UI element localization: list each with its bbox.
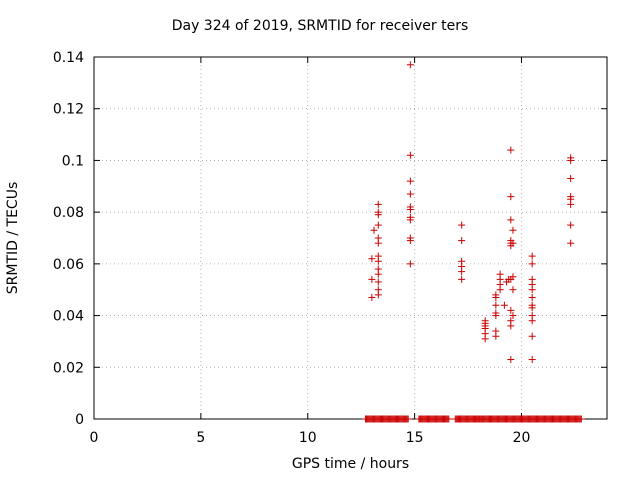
x-tick-label: 15 [406, 430, 424, 446]
data-point [458, 237, 466, 245]
data-point [507, 356, 515, 364]
data-point [374, 278, 382, 286]
x-tick-label: 10 [299, 430, 317, 446]
data-point [374, 221, 382, 229]
data-point [406, 206, 414, 214]
data-point [406, 190, 414, 198]
data-point [445, 415, 453, 423]
y-tick-label: 0.02 [53, 360, 84, 376]
data-point [492, 327, 500, 335]
data-point [374, 234, 382, 242]
data-point [528, 304, 536, 312]
data-point [368, 275, 376, 283]
data-point [528, 332, 536, 340]
data-point [406, 216, 414, 224]
data-point [370, 226, 378, 234]
x-axis-label: GPS time / hours [291, 456, 410, 472]
y-tick-label: 0.04 [53, 309, 84, 325]
y-tick-label: 0.08 [53, 205, 84, 221]
data-point [406, 151, 414, 159]
plot-frame [93, 56, 608, 420]
y-tick-label: 0.14 [53, 50, 84, 66]
data-point [567, 156, 575, 164]
data-point [406, 61, 414, 69]
data-point [509, 312, 517, 320]
data-point [567, 221, 575, 229]
data-point [509, 286, 517, 294]
data-point [567, 239, 575, 247]
data-point [528, 317, 536, 325]
data-point [528, 260, 536, 268]
data-point [528, 293, 536, 301]
data-point [481, 317, 489, 325]
data-point [406, 260, 414, 268]
data-point [507, 193, 515, 201]
data-point [492, 309, 500, 317]
data-point [507, 322, 515, 330]
data-point [509, 239, 517, 247]
x-tick-label: 0 [90, 430, 99, 446]
data-point [374, 208, 382, 216]
data-point [406, 177, 414, 185]
data-point [507, 306, 515, 314]
data-point [500, 301, 508, 309]
data-point [458, 275, 466, 283]
chart-title: Day 324 of 2019, SRMTID for receiver ter… [171, 18, 469, 34]
data-point [528, 252, 536, 260]
data-point [509, 273, 517, 281]
data-point [374, 286, 382, 294]
data-point [404, 415, 412, 423]
y-tick-label: 0.06 [53, 257, 84, 273]
x-tick-label: 5 [196, 430, 205, 446]
y-tick-label: 0.12 [53, 102, 84, 118]
x-tick-label: 20 [513, 430, 531, 446]
data-point [507, 146, 515, 154]
data-point [368, 255, 376, 263]
data-point [492, 291, 500, 299]
data-point [458, 268, 466, 276]
y-axis-label: SRMTID / TECUs [5, 181, 21, 295]
data-point [368, 293, 376, 301]
y-tick-label: 0 [75, 412, 84, 428]
data-point [374, 265, 382, 273]
data-point [567, 200, 575, 208]
data-point [406, 237, 414, 245]
data-point [509, 226, 517, 234]
data-point [374, 200, 382, 208]
data-point [567, 175, 575, 183]
data-point [528, 356, 536, 364]
y-tick-label: 0.1 [62, 153, 84, 169]
data-point [507, 216, 515, 224]
data-point [528, 286, 536, 294]
data-point [577, 415, 585, 423]
data-point [374, 252, 382, 260]
data-point [458, 221, 466, 229]
data-point [496, 270, 504, 278]
data-point [492, 301, 500, 309]
